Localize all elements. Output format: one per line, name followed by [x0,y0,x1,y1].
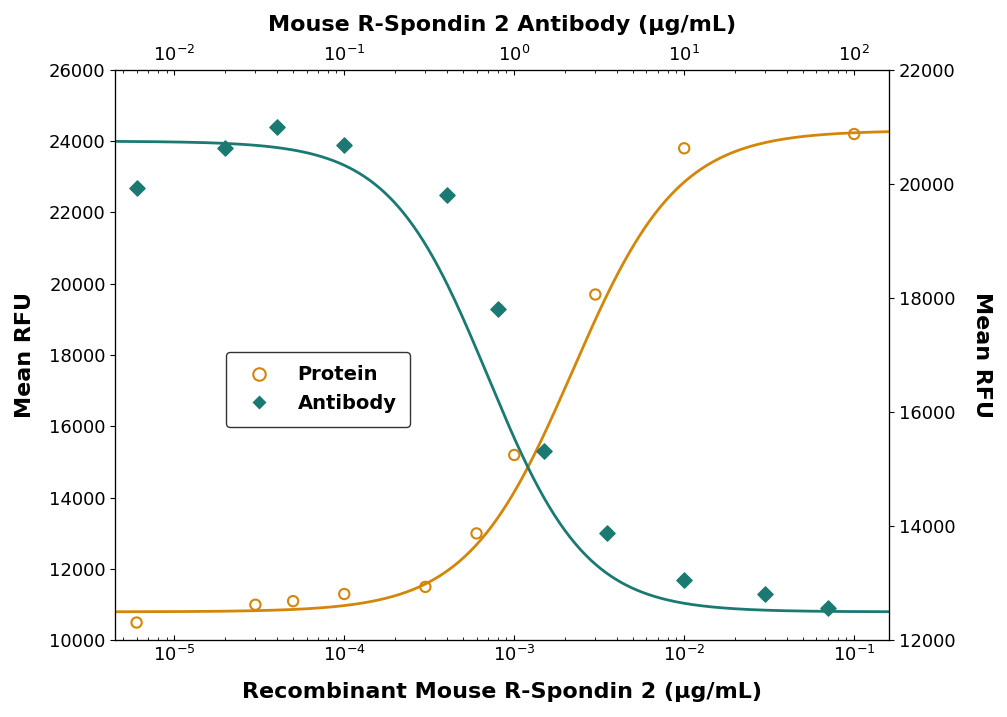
Point [820,602,836,614]
Point [489,303,506,315]
Point [598,528,614,539]
Point [757,588,773,599]
Point [468,528,484,539]
Y-axis label: Mean RFU: Mean RFU [15,292,35,418]
Point [285,595,301,607]
Point [248,599,264,610]
X-axis label: Mouse R-Spondin 2 Antibody (μg/mL): Mouse R-Spondin 2 Antibody (μg/mL) [268,15,736,35]
Point [336,588,352,599]
Point [438,189,454,200]
Point [587,289,603,300]
Point [269,121,285,133]
Legend: Protein, Antibody: Protein, Antibody [226,352,410,427]
Point [676,143,692,154]
Point [846,128,862,140]
Point [536,446,552,457]
Point [417,581,433,593]
Point [218,143,234,154]
X-axis label: Recombinant Mouse R-Spondin 2 (μg/mL): Recombinant Mouse R-Spondin 2 (μg/mL) [242,682,762,702]
Y-axis label: Mean RFU: Mean RFU [972,292,992,418]
Point [336,139,352,151]
Point [129,182,145,194]
Point [507,450,523,461]
Point [676,574,692,586]
Point [129,617,145,628]
